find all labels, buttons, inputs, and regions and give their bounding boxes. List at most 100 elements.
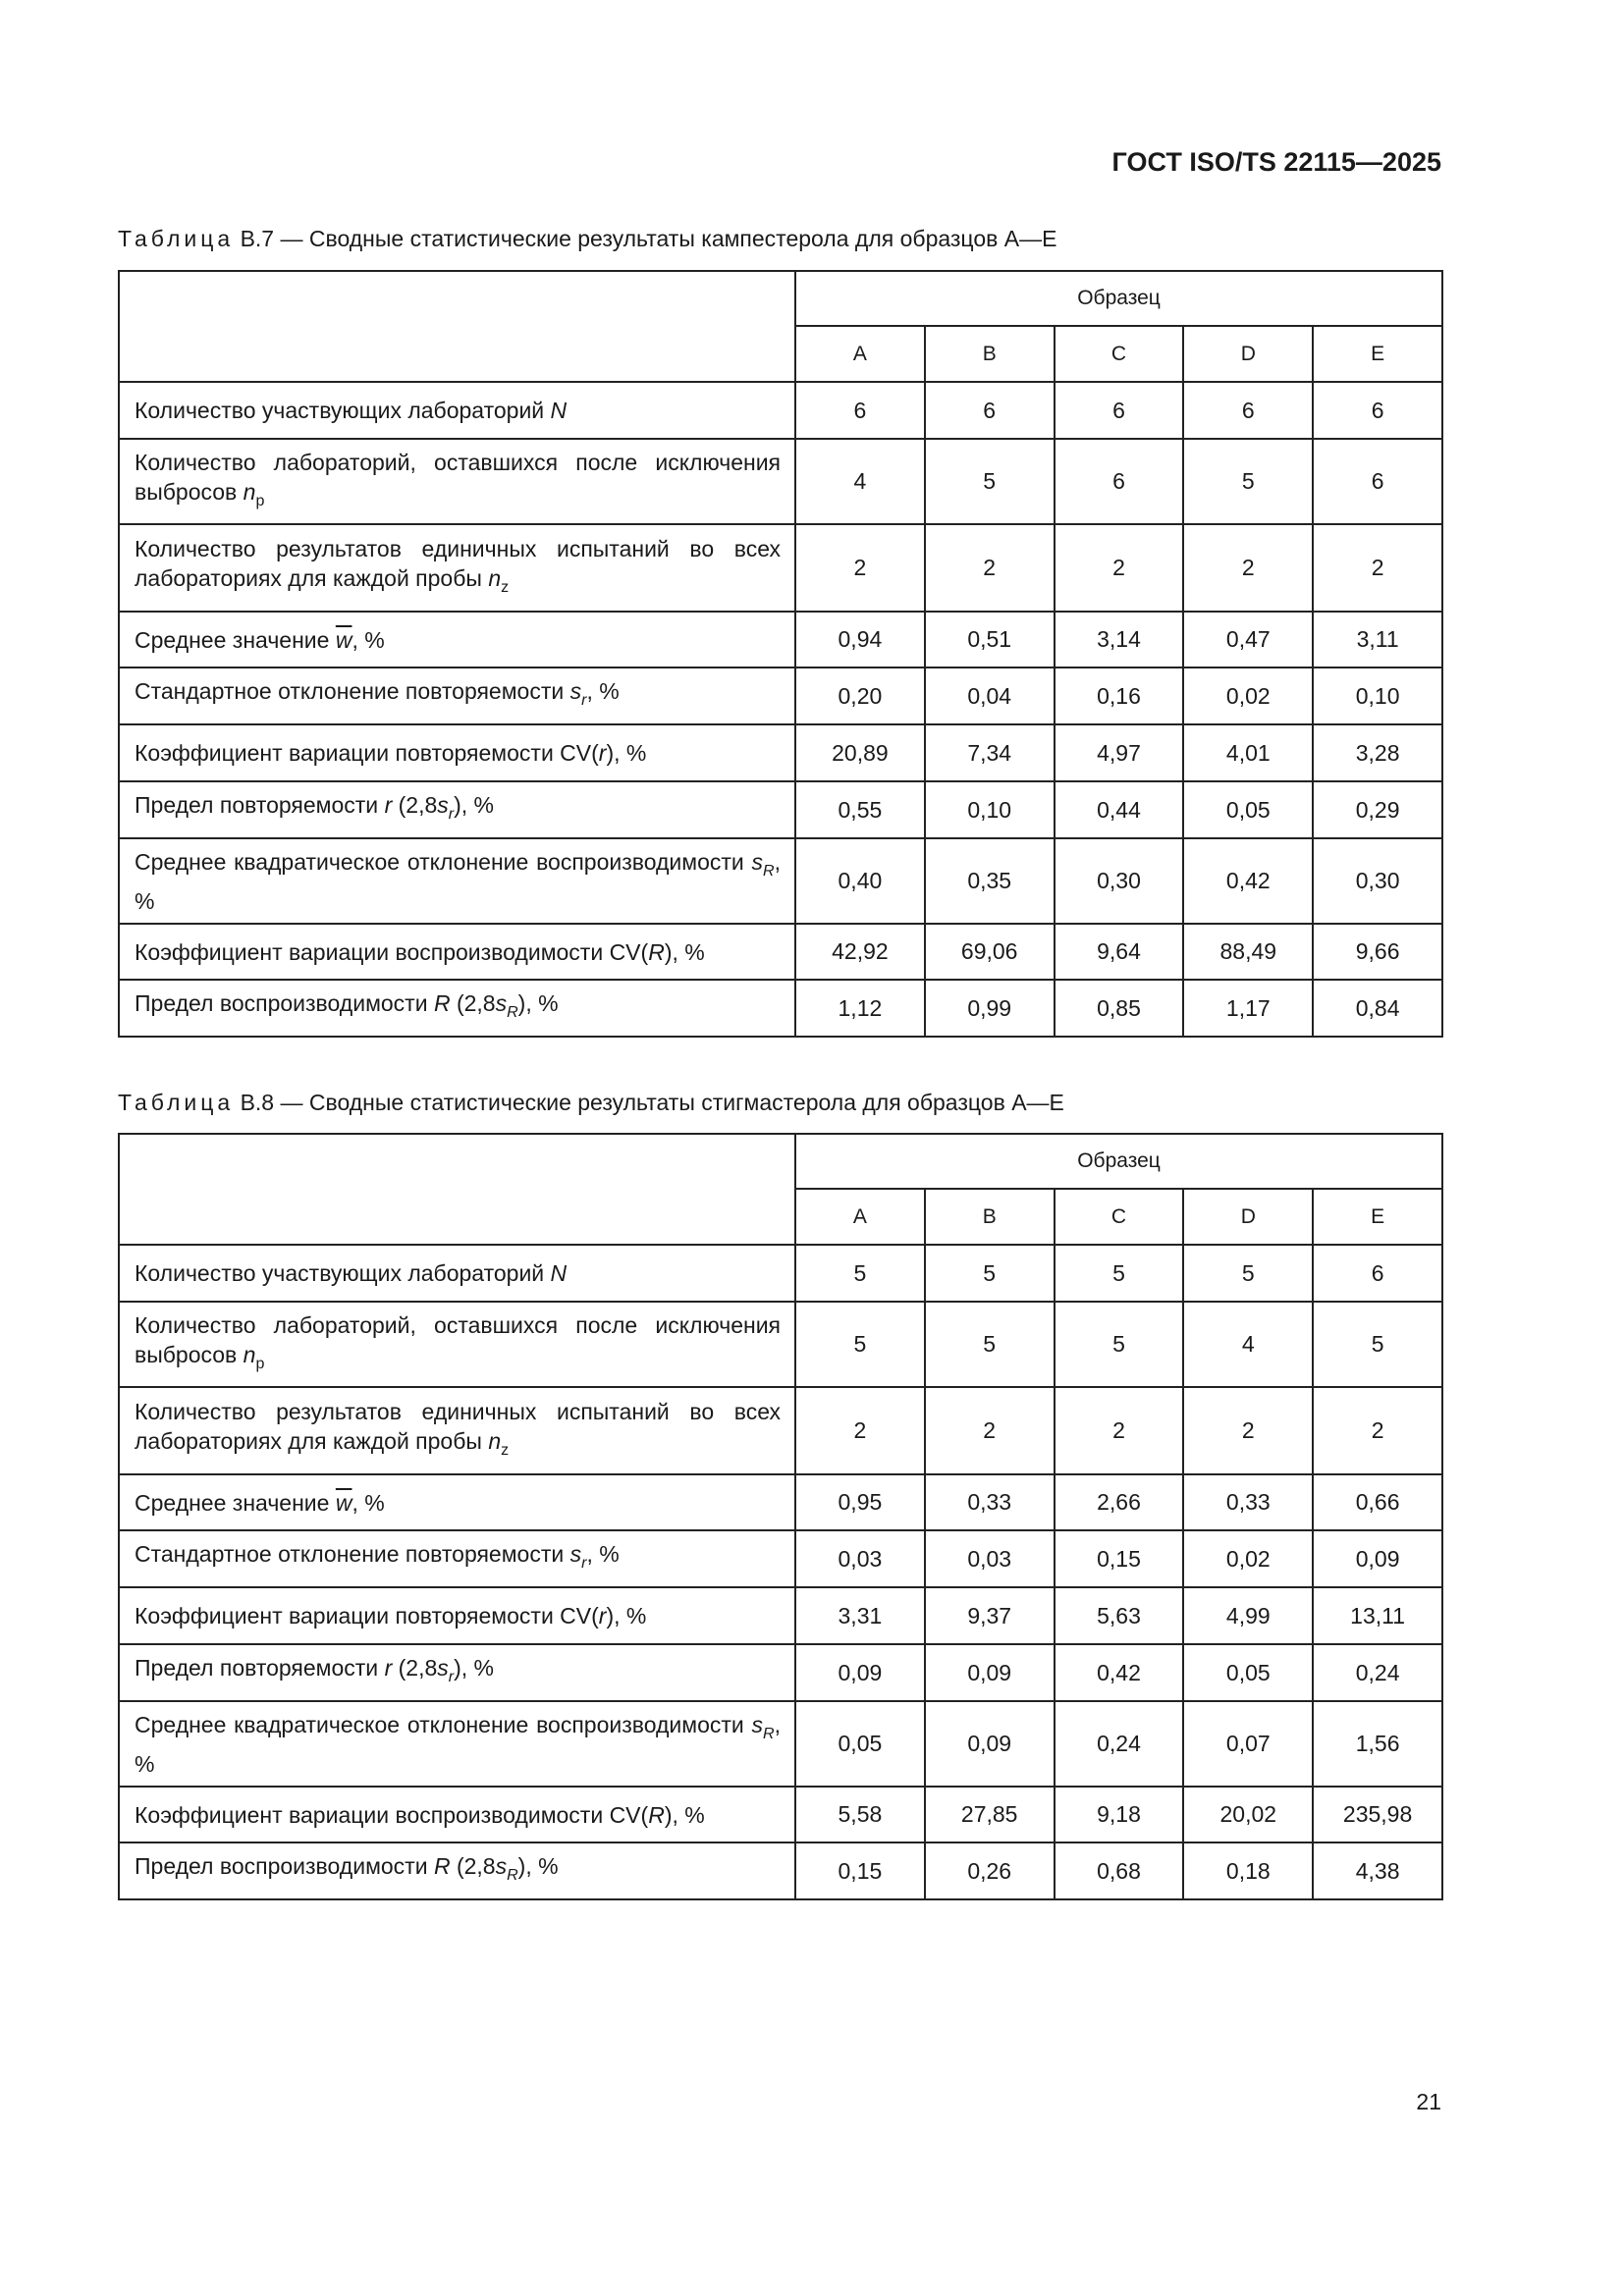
table-caption: Таблица B.7 — Сводные статистические рез… [118, 226, 1056, 252]
label-segment: r [384, 1655, 393, 1681]
value-cell: 0,33 [923, 1473, 1056, 1531]
label-segment: w [335, 626, 352, 653]
table-row: Количество лабораторий, оставшихся после… [118, 1301, 1444, 1388]
value-cell: 0,24 [1053, 1700, 1185, 1788]
label-segment: n [243, 478, 256, 505]
value-cell: 0,05 [1182, 1643, 1315, 1702]
label-segment: Коэффициент вариации воспроизводимости C… [135, 938, 649, 965]
value-cell: 0,26 [923, 1842, 1056, 1900]
value-cell: 69,06 [923, 923, 1056, 981]
label-segment: R [648, 1801, 665, 1828]
label-segment: n [488, 564, 502, 591]
label-segment: N [550, 1260, 568, 1286]
row-label: Предел воспроизводимости R (2,8sR), % [118, 1842, 796, 1900]
value-cell: 3,28 [1312, 723, 1444, 782]
table-row: Количество результатов единичных испытан… [118, 523, 1444, 613]
table-row: Предел воспроизводимости R (2,8sR), % 1,1… [118, 979, 1444, 1038]
row-label: Коэффициент вариации повторяемости CV(r)… [118, 1586, 796, 1645]
value-cell: 6 [1312, 438, 1444, 525]
label-segment: r [598, 740, 607, 766]
row-label: Среднее квадратическое отклонение воспро… [118, 1700, 796, 1788]
value-cell: 0,42 [1182, 837, 1315, 925]
value-cell: 2 [1312, 523, 1444, 613]
value-cell: 0,15 [794, 1842, 926, 1900]
value-cell: 6 [1053, 438, 1185, 525]
value-cell: 1,56 [1312, 1700, 1444, 1788]
row-label: Количество результатов единичных испытан… [118, 1386, 796, 1475]
label-segment: Среднее квадратическое отклонение воспро… [135, 848, 752, 875]
label-segment: R [507, 1004, 518, 1021]
label-segment: s [437, 792, 449, 818]
label-segment: r [448, 1669, 455, 1685]
label-segment: s [569, 1541, 582, 1567]
label-segment: s [495, 1853, 508, 1879]
caption-text: B.8 — Сводные статистические результаты … [234, 1090, 1064, 1115]
row-label: Предел повторяемости r (2,8sr), % [118, 780, 796, 839]
label-segment: (2,8 [450, 1853, 496, 1879]
label-segment: R [763, 862, 775, 880]
label-segment: , % [352, 1489, 385, 1516]
row-label: Количество участвующих лабораторий N [118, 381, 796, 440]
table-row: Коэффициент вариации повторяемости CV(r)… [118, 723, 1444, 782]
column-header: A [794, 1188, 926, 1246]
label-segment: ), % [517, 990, 559, 1016]
value-cell: 0,10 [1312, 667, 1444, 725]
value-cell: 0,47 [1182, 611, 1315, 668]
table-row: Стандартное отклонение повторяемости sr,… [118, 1529, 1444, 1588]
label-segment: Количество лабораторий, оставшихся после… [135, 449, 781, 505]
table-row: Коэффициент вариации повторяемости CV(r)… [118, 1586, 1444, 1645]
value-cell: 0,66 [1312, 1473, 1444, 1531]
value-cell: 0,94 [794, 611, 926, 668]
value-cell: 5 [923, 1244, 1056, 1303]
label-segment: R [507, 1867, 518, 1884]
value-cell: 0,24 [1312, 1643, 1444, 1702]
table-row: Среднее значение w, % 0,95 0,33 2,66 0,33 0,6… [118, 1473, 1444, 1531]
column-header: B [923, 325, 1056, 383]
row-label: Среднее квадратическое отклонение воспро… [118, 837, 796, 925]
row-label: Среднее значение w, % [118, 1473, 796, 1531]
label-segment: Стандартное отклонение повторяемости [135, 1541, 570, 1567]
stats-table-b7: Образец A B C D E Количество участвующих лабор… [118, 270, 1444, 1038]
row-label: Предел повторяемости r (2,8sr), % [118, 1643, 796, 1702]
label-segment: , % [352, 626, 385, 653]
row-label: Стандартное отклонение повторяемости sr,… [118, 667, 796, 725]
value-cell: 20,89 [794, 723, 926, 782]
value-cell: 6 [923, 381, 1056, 440]
label-segment: Количество результатов единичных испытан… [135, 1398, 781, 1454]
value-cell: 9,64 [1053, 923, 1185, 981]
value-cell: 2 [923, 523, 1056, 613]
label-segment: p [255, 1355, 265, 1372]
value-cell: 0,35 [923, 837, 1056, 925]
corner-cell [118, 270, 796, 383]
label-segment: r [581, 1555, 587, 1572]
label-segment: s [495, 990, 508, 1016]
value-cell: 2 [794, 1386, 926, 1475]
value-cell: 0,40 [794, 837, 926, 925]
value-cell: 4 [1182, 1301, 1315, 1388]
label-segment: Количество результатов единичных испытан… [135, 535, 781, 591]
label-segment: R [648, 938, 665, 965]
group-header: Образец [793, 270, 1444, 327]
value-cell: 0,07 [1182, 1700, 1315, 1788]
value-cell: 0,09 [923, 1643, 1056, 1702]
label-segment: p [255, 492, 265, 509]
value-cell: 6 [794, 381, 926, 440]
value-cell: 0,16 [1053, 667, 1185, 725]
column-header: D [1182, 1188, 1315, 1246]
value-cell: 5 [1182, 438, 1315, 525]
value-cell: 0,84 [1312, 979, 1444, 1038]
value-cell: 1,17 [1182, 979, 1315, 1038]
value-cell: 5 [794, 1301, 926, 1388]
label-segment: Коэффициент вариации повторяемости CV( [135, 1603, 599, 1629]
value-cell: 0,04 [923, 667, 1056, 725]
value-cell: 42,92 [794, 923, 926, 981]
row-label: Стандартное отклонение повторяемости sr,… [118, 1529, 796, 1588]
value-cell: 5 [923, 1301, 1056, 1388]
table-row: Среднее квадратическое отклонение воспро… [118, 837, 1444, 925]
table-row: Количество результатов единичных испытан… [118, 1386, 1444, 1475]
label-segment: r [448, 806, 455, 823]
label-segment: Среднее значение [135, 1489, 336, 1516]
value-cell: 0,03 [794, 1529, 926, 1588]
value-cell: 0,05 [794, 1700, 926, 1788]
